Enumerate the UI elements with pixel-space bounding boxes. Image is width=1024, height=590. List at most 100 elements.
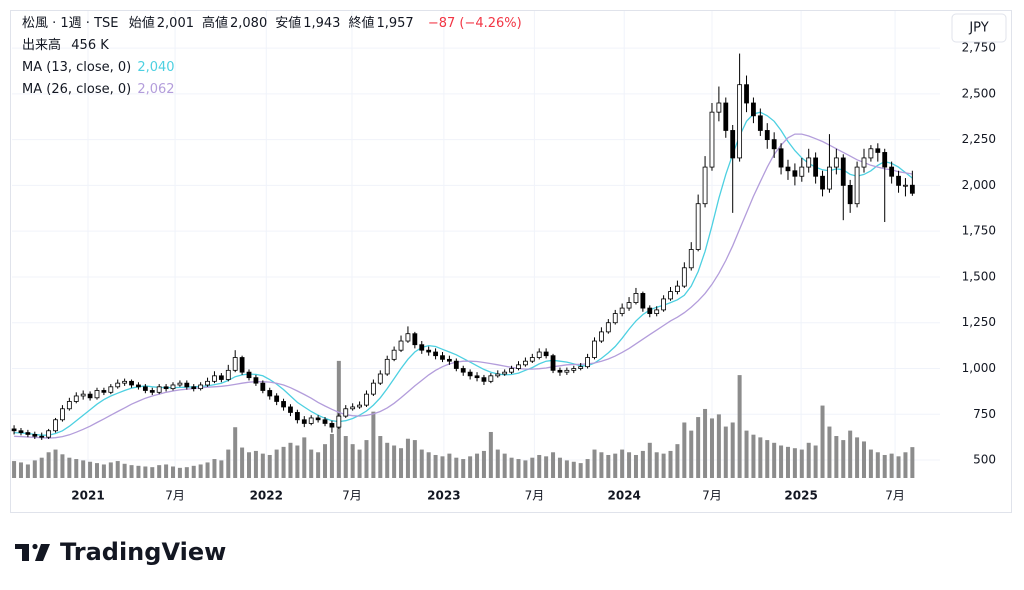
currency-box[interactable] bbox=[951, 13, 1007, 43]
volume-bar bbox=[274, 449, 279, 478]
candle-body bbox=[702, 166, 708, 205]
candle-body bbox=[668, 291, 673, 300]
candle-body bbox=[806, 157, 812, 168]
volume-bar bbox=[716, 414, 721, 478]
ohlc-value: 1,943 bbox=[303, 16, 341, 31]
grid bbox=[12, 11, 940, 478]
volume-bar bbox=[157, 465, 162, 478]
candle-body bbox=[80, 393, 86, 397]
candle-body bbox=[191, 386, 197, 390]
candle-body bbox=[757, 115, 763, 131]
volume-bar bbox=[447, 453, 452, 478]
volume-bar bbox=[551, 452, 556, 478]
candle-body bbox=[882, 152, 888, 168]
volume-bar bbox=[198, 464, 203, 478]
candle-body bbox=[571, 368, 577, 371]
ohlc-name: 高値 bbox=[201, 16, 228, 31]
volume-bar bbox=[385, 442, 390, 478]
y-tick-label: 2,250 bbox=[962, 132, 996, 146]
candle-body bbox=[11, 428, 17, 432]
volume-bar bbox=[882, 454, 887, 478]
volume-bar bbox=[329, 434, 334, 478]
ma-layer bbox=[14, 111, 913, 439]
volume-bar bbox=[855, 437, 860, 478]
x-tick-label: 7月 bbox=[885, 489, 905, 503]
candle-body bbox=[343, 408, 349, 417]
volume-bar bbox=[785, 446, 790, 478]
candle-body bbox=[751, 102, 756, 117]
ohlc-name: 安値 bbox=[275, 16, 302, 31]
ohlc-value: 2,001 bbox=[156, 16, 194, 31]
candle-body bbox=[488, 375, 494, 382]
candle-body bbox=[495, 373, 501, 377]
candle-body bbox=[391, 349, 397, 360]
candle-body bbox=[39, 435, 45, 438]
candle-body bbox=[370, 382, 376, 395]
volume-bar bbox=[122, 463, 127, 478]
volume-bar bbox=[592, 449, 597, 478]
candle-body bbox=[529, 357, 535, 362]
candle-body bbox=[149, 390, 155, 393]
volume-bar bbox=[772, 442, 777, 478]
candle-body bbox=[516, 364, 521, 369]
candle-body bbox=[557, 369, 563, 373]
candle-body bbox=[322, 419, 328, 424]
candle-body bbox=[288, 406, 293, 413]
candle-body bbox=[405, 333, 411, 342]
candle-body bbox=[205, 380, 210, 386]
volume-bar bbox=[101, 464, 106, 478]
chart-frame bbox=[10, 10, 1012, 513]
volume-bar bbox=[488, 431, 493, 478]
candle-body bbox=[502, 371, 508, 375]
candle-body bbox=[156, 386, 162, 393]
y-tick-label: 1,500 bbox=[962, 269, 996, 283]
candle-body bbox=[129, 380, 134, 386]
candle-body bbox=[460, 368, 466, 373]
volume-bar bbox=[399, 448, 404, 478]
candle-body bbox=[474, 375, 480, 379]
candle-body bbox=[792, 170, 798, 177]
volume-bar bbox=[226, 449, 231, 478]
candle-body bbox=[25, 432, 31, 435]
volume-bar bbox=[689, 430, 694, 478]
volume-bar bbox=[834, 436, 839, 478]
ohlc-fields: 始値 2,001 高値 2,080 安値 1,943 終値 1,957 bbox=[129, 16, 422, 31]
candle-layer bbox=[11, 53, 915, 440]
candle-body bbox=[101, 390, 107, 393]
candle-body bbox=[94, 390, 100, 399]
volume-bar bbox=[848, 430, 853, 478]
volume-bar bbox=[889, 453, 894, 478]
candle-body bbox=[661, 298, 667, 311]
volume-bar bbox=[758, 437, 763, 478]
candle-body bbox=[170, 384, 176, 390]
candle-body bbox=[163, 386, 169, 390]
volume-bar bbox=[88, 461, 93, 478]
volume-bar bbox=[599, 452, 604, 478]
volume-bar bbox=[654, 452, 659, 478]
x-tick-label: 7月 bbox=[702, 489, 722, 503]
candle-body bbox=[218, 375, 224, 380]
candle-body bbox=[633, 293, 639, 303]
candle-body bbox=[467, 371, 473, 377]
volume-bar bbox=[150, 467, 155, 478]
candle-body bbox=[730, 130, 736, 159]
volume-bar bbox=[627, 452, 632, 478]
candle-body bbox=[854, 166, 860, 205]
candle-body bbox=[294, 412, 300, 421]
candle-body bbox=[87, 393, 93, 399]
candle-body bbox=[695, 203, 701, 250]
volume-bar bbox=[765, 440, 770, 478]
candle-body bbox=[619, 307, 625, 314]
candle-body bbox=[778, 148, 784, 168]
candle-body bbox=[32, 434, 38, 437]
volume-bar bbox=[633, 454, 638, 478]
volume-bar bbox=[910, 447, 915, 478]
candle-body bbox=[592, 340, 597, 358]
ohlc-name: 始値 bbox=[128, 16, 155, 31]
volume-bar bbox=[495, 449, 500, 478]
candle-body bbox=[364, 393, 369, 406]
candle-body bbox=[398, 340, 404, 351]
candle-body bbox=[122, 380, 128, 384]
candle-body bbox=[723, 102, 729, 131]
